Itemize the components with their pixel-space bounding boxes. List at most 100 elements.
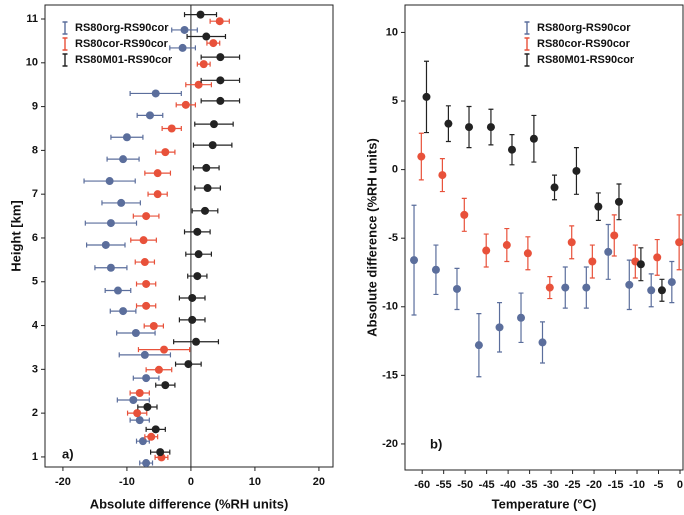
data-point	[196, 10, 205, 19]
data-point	[636, 260, 645, 269]
legend-label: RS80org-RS90cor	[537, 22, 631, 34]
y-tick-label: 5	[392, 95, 398, 107]
y-tick-label: 6	[32, 232, 38, 244]
x-tick-label: -40	[500, 479, 516, 491]
y-tick-label: -5	[388, 232, 398, 244]
y-tick-label: 3	[32, 363, 38, 375]
data-point	[502, 241, 511, 250]
y-tick-label: 10	[26, 57, 38, 69]
data-point	[545, 283, 554, 292]
x-tick-label: -20	[586, 479, 602, 491]
data-point	[167, 124, 176, 133]
data-point	[140, 258, 149, 267]
data-point	[139, 236, 148, 245]
data-point	[194, 250, 203, 259]
data-point	[122, 133, 131, 142]
x-tick-label: 20	[313, 476, 325, 488]
data-point	[529, 134, 538, 143]
data-point	[147, 432, 156, 441]
x-tick-label: 0	[677, 479, 683, 491]
data-point	[431, 265, 440, 274]
data-point	[135, 388, 144, 397]
data-point	[154, 365, 163, 374]
data-point	[188, 293, 197, 302]
data-point	[180, 25, 189, 34]
legend-swatch	[62, 53, 68, 67]
data-point	[145, 111, 154, 120]
data-point	[161, 148, 170, 157]
y-tick-label: 5	[32, 276, 38, 288]
x-tick-label: 0	[188, 476, 194, 488]
data-point	[192, 337, 201, 346]
data-point	[113, 286, 122, 295]
data-point	[452, 284, 461, 293]
data-point	[610, 231, 619, 240]
x-tick-label: -50	[457, 479, 473, 491]
data-point	[410, 256, 419, 265]
y-tick-label: 10	[386, 26, 398, 38]
data-point	[657, 286, 666, 295]
data-point	[675, 238, 684, 247]
data-point	[474, 341, 483, 350]
data-point	[216, 76, 225, 85]
data-point	[647, 286, 656, 295]
data-point	[208, 141, 217, 150]
data-point	[465, 123, 474, 132]
data-point	[153, 169, 162, 178]
x-axis-label: Absolute difference (%RH units)	[90, 496, 289, 511]
data-point	[215, 17, 224, 26]
data-point	[572, 166, 581, 175]
data-point	[142, 459, 151, 468]
data-point	[119, 155, 128, 164]
x-tick-label: -30	[543, 479, 559, 491]
x-tick-label: -55	[436, 479, 452, 491]
y-tick-label: 4	[32, 319, 39, 331]
data-point	[181, 100, 190, 109]
data-point	[209, 39, 218, 48]
data-point	[604, 247, 613, 256]
data-point	[161, 381, 170, 390]
y-tick-label: 2	[32, 407, 38, 419]
x-tick-label: 10	[249, 476, 261, 488]
legend-swatch	[524, 37, 530, 51]
data-point	[106, 263, 115, 272]
legend-label: RS80M01-RS90cor	[75, 54, 173, 66]
x-tick-label: -45	[479, 479, 495, 491]
data-point	[143, 403, 152, 412]
data-point	[625, 280, 634, 289]
legend-label: RS80M01-RS90cor	[537, 54, 635, 66]
data-point	[653, 253, 662, 262]
data-point	[153, 190, 162, 199]
legend-swatch	[62, 21, 68, 35]
data-point	[422, 92, 431, 101]
y-tick-label: -10	[382, 301, 398, 313]
legend-label: RS80org-RS90cor	[75, 22, 169, 34]
data-point	[517, 313, 526, 322]
data-point	[184, 360, 193, 369]
plot-frame	[44, 4, 334, 468]
y-tick-label: 8	[32, 144, 38, 156]
data-point	[417, 152, 426, 161]
data-point	[142, 212, 151, 221]
data-point	[495, 323, 504, 332]
data-point	[133, 409, 142, 418]
y-tick-label: 0	[392, 164, 398, 176]
panel-label: b)	[430, 436, 442, 451]
x-tick-label: -60	[414, 479, 430, 491]
data-point	[151, 89, 160, 98]
legend-swatch	[524, 53, 530, 67]
x-tick-label: -10	[629, 479, 645, 491]
data-point	[178, 43, 187, 52]
data-point	[149, 321, 158, 330]
data-point	[614, 197, 623, 206]
x-tick-label: -15	[608, 479, 624, 491]
data-point	[138, 437, 147, 446]
data-point	[460, 210, 469, 219]
data-point	[151, 425, 160, 434]
data-point	[216, 96, 225, 105]
data-point	[550, 183, 559, 192]
data-point	[131, 328, 140, 337]
x-tick-label: -10	[119, 476, 135, 488]
data-point	[444, 119, 453, 128]
